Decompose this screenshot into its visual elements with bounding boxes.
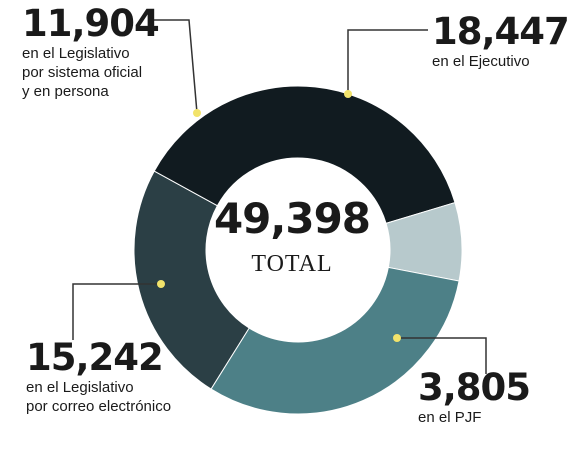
slice-value: 11,904 <box>22 2 160 45</box>
leader-line-legislativo-oficial <box>154 19 198 114</box>
marker-dot-legislativo-correo <box>157 280 165 288</box>
slice-label-legislativo-oficial: 11,904 en el Legislativo por sistema ofi… <box>22 2 160 101</box>
marker-dot-legislativo-oficial <box>193 109 201 117</box>
slice-value: 18,447 <box>432 10 570 53</box>
donut-slices <box>133 85 463 415</box>
total-value: 49,398 <box>213 194 371 243</box>
slice-value: 3,805 <box>418 366 531 409</box>
leader-lines <box>72 19 487 374</box>
donut-slice-legislativo-oficial <box>133 170 250 390</box>
leader-line-pjf <box>397 337 487 374</box>
slice-description: en el Legislativo por correo electrónico <box>26 379 172 415</box>
slice-value: 15,242 <box>26 336 164 379</box>
leader-line-legislativo-correo <box>72 283 161 340</box>
slice-label-pjf: 3,805 en el PJF <box>418 366 531 427</box>
slice-description: en el Legislativo por sistema oficial y … <box>22 45 143 100</box>
slice-label-legislativo-correo: 15,242 en el Legislativo por correo elec… <box>26 338 171 416</box>
marker-dot-ejecutivo <box>344 90 352 98</box>
marker-dots <box>157 90 401 342</box>
slice-description: en el PJF <box>418 409 482 426</box>
marker-dot-pjf <box>393 334 401 342</box>
total-label: TOTAL <box>251 251 333 277</box>
slice-label-ejecutivo: 18,447 en el Ejecutivo <box>432 10 570 71</box>
donut-slice-ejecutivo <box>153 85 456 225</box>
slice-description: en el Ejecutivo <box>432 53 530 70</box>
leader-line-ejecutivo <box>347 29 428 94</box>
donut-slice-legislativo-correo <box>210 266 460 415</box>
